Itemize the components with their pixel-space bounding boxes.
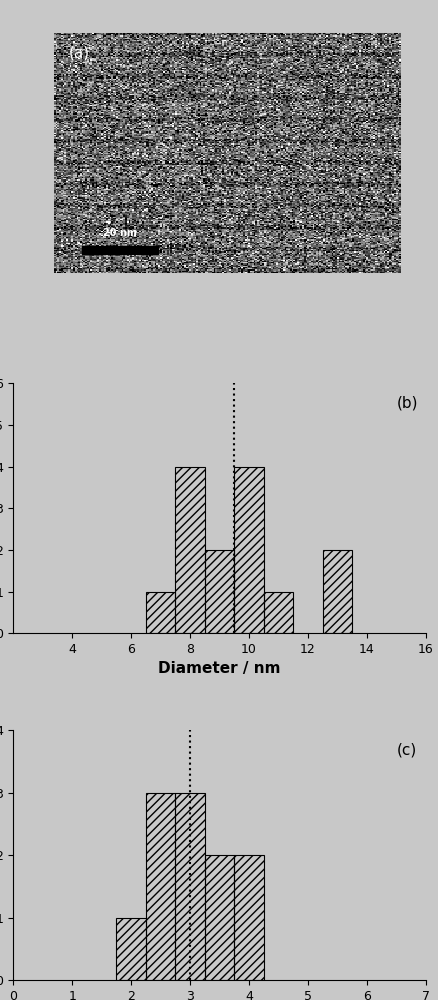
Bar <box>204 855 234 980</box>
Bar <box>234 855 263 980</box>
Bar <box>145 793 175 980</box>
Bar <box>263 592 293 633</box>
Bar <box>175 467 204 633</box>
Bar <box>234 467 263 633</box>
Bar <box>175 793 204 980</box>
Bar <box>322 550 351 633</box>
Bar <box>116 918 145 980</box>
Text: (b): (b) <box>396 396 417 411</box>
X-axis label: Diameter / nm: Diameter / nm <box>158 661 280 676</box>
Bar <box>204 550 234 633</box>
Text: (c): (c) <box>396 743 416 758</box>
Bar <box>145 592 175 633</box>
